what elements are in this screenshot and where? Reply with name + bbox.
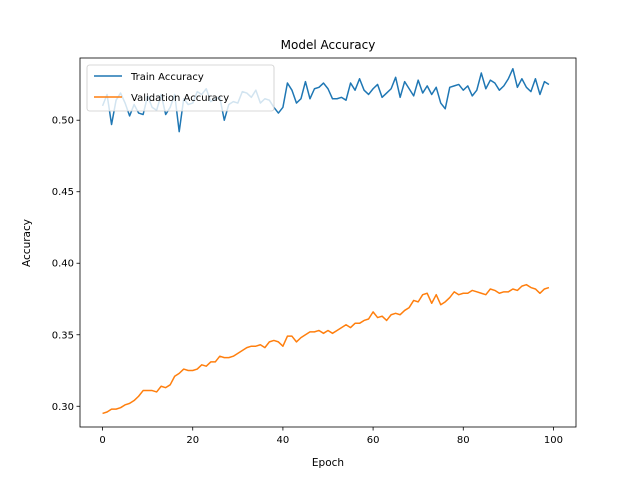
y-tick-label: 0.45 [52,187,74,198]
x-axis-label: Epoch [312,457,344,469]
plot-area: 0 20 40 60 80 100 0.30 0.35 0.40 0.45 0.50 [52,57,577,446]
chart-title: Model Accuracy [281,38,376,52]
x-tick-label: 40 [277,435,290,446]
series-line-validation-accuracy [102,283,550,415]
legend-entry: Train Accuracy [130,72,204,83]
y-tick-label: 0.35 [52,330,74,341]
legend-entry: Validation Accuracy [131,93,229,104]
y-tick-label: 0.50 [52,116,74,127]
y-tick-label: 0.30 [52,402,74,413]
y-axis-label: Accuracy [21,219,33,267]
x-tick-label: 0 [99,435,105,446]
legend: Train Accuracy Validation Accuracy [86,64,275,112]
axes-frame [79,57,577,428]
x-tick-label: 80 [457,435,470,446]
series-line-train-accuracy [101,67,550,133]
x-tick-label: 60 [367,435,380,446]
legend-box [86,64,275,112]
y-tick-label: 0.40 [52,259,74,270]
x-tick-label: 100 [544,435,563,446]
x-tick-label: 20 [186,435,199,446]
